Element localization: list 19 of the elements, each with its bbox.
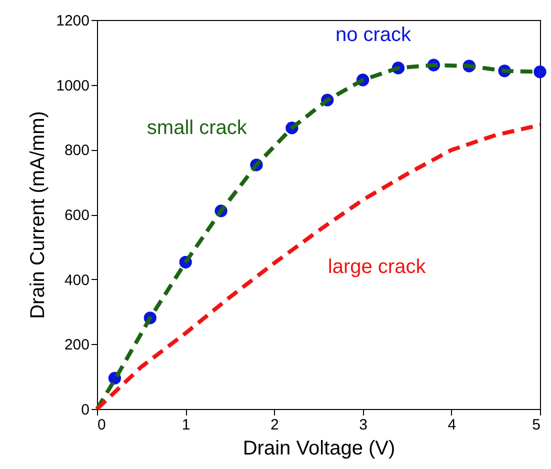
y-tick-label: 600 [64,207,90,224]
y-tick-label: 1200 [56,12,90,30]
series-label: large crack [328,256,427,278]
series-label: no crack [335,24,412,46]
y-tick-label: 1000 [56,77,90,94]
x-tick-label: 0 [98,416,106,434]
x-tick-label: 3 [359,416,368,434]
y-tick-label: 0 [81,402,90,418]
point [534,66,546,78]
y-tick-label: 400 [64,272,90,289]
y-tick-label: 800 [64,142,90,160]
x-tick-label: 2 [270,416,279,434]
y-axis-title: Drain Current (mA/mm) [27,111,50,319]
x-tick-label: 5 [532,416,540,434]
x-tick-label: 1 [182,416,190,434]
x-tick-label: 4 [448,416,456,434]
y-tick-label: 200 [64,336,90,354]
x-axis-title: Drain Voltage (V) [242,438,396,460]
series-label: small crack [146,116,248,139]
